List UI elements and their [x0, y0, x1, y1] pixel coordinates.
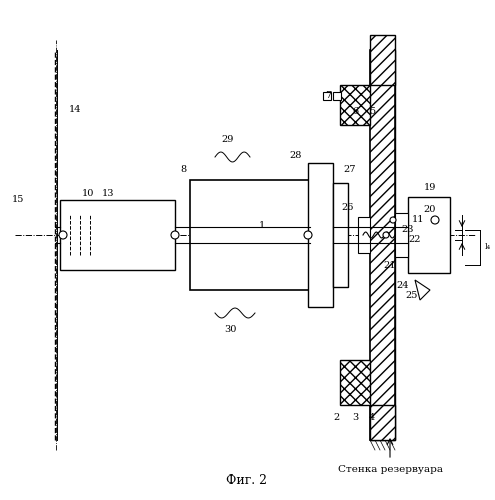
Bar	[60, 200, 175, 270]
Bar	[190, 180, 310, 290]
Text: l₄: l₄	[485, 243, 491, 251]
Bar	[408, 197, 450, 273]
Text: 3: 3	[352, 414, 358, 422]
Text: 5: 5	[369, 108, 375, 116]
Bar	[370, 35, 395, 85]
Polygon shape	[415, 280, 430, 300]
Text: 22: 22	[409, 236, 421, 244]
Text: Стенка резервуара: Стенка резервуара	[338, 466, 443, 474]
Text: 29: 29	[222, 136, 234, 144]
Text: 4: 4	[369, 414, 375, 422]
Text: 11: 11	[412, 216, 424, 224]
Circle shape	[59, 231, 67, 239]
Text: 19: 19	[424, 184, 436, 192]
Text: 10: 10	[82, 188, 94, 198]
Circle shape	[431, 216, 439, 224]
Text: 7: 7	[325, 90, 331, 100]
Bar	[333, 92, 341, 100]
Bar	[333, 183, 348, 287]
Bar	[358, 217, 370, 253]
Bar	[323, 92, 331, 100]
Text: 28: 28	[290, 150, 302, 160]
Bar	[308, 163, 333, 307]
Circle shape	[390, 217, 396, 223]
Text: 21: 21	[384, 260, 396, 270]
Text: 6: 6	[352, 108, 358, 116]
Bar	[395, 213, 408, 257]
Text: 1: 1	[259, 220, 265, 230]
Bar	[370, 50, 395, 440]
Text: 23: 23	[402, 226, 414, 234]
Text: 15: 15	[12, 196, 24, 204]
Text: 30: 30	[224, 326, 236, 334]
Bar	[370, 405, 395, 440]
Text: Фиг. 2: Фиг. 2	[227, 474, 267, 486]
Bar	[340, 360, 370, 405]
Text: 26: 26	[342, 202, 354, 211]
Text: 14: 14	[69, 106, 81, 114]
Text: 2: 2	[334, 414, 340, 422]
Text: 13: 13	[102, 188, 114, 198]
Text: 24: 24	[397, 280, 409, 289]
Circle shape	[383, 232, 389, 238]
Text: 27: 27	[344, 166, 356, 174]
Circle shape	[304, 231, 312, 239]
Bar	[370, 50, 395, 440]
Text: 8: 8	[180, 166, 186, 174]
Text: 20: 20	[424, 206, 436, 214]
Text: 25: 25	[406, 290, 418, 300]
Bar	[340, 85, 370, 125]
Circle shape	[171, 231, 179, 239]
